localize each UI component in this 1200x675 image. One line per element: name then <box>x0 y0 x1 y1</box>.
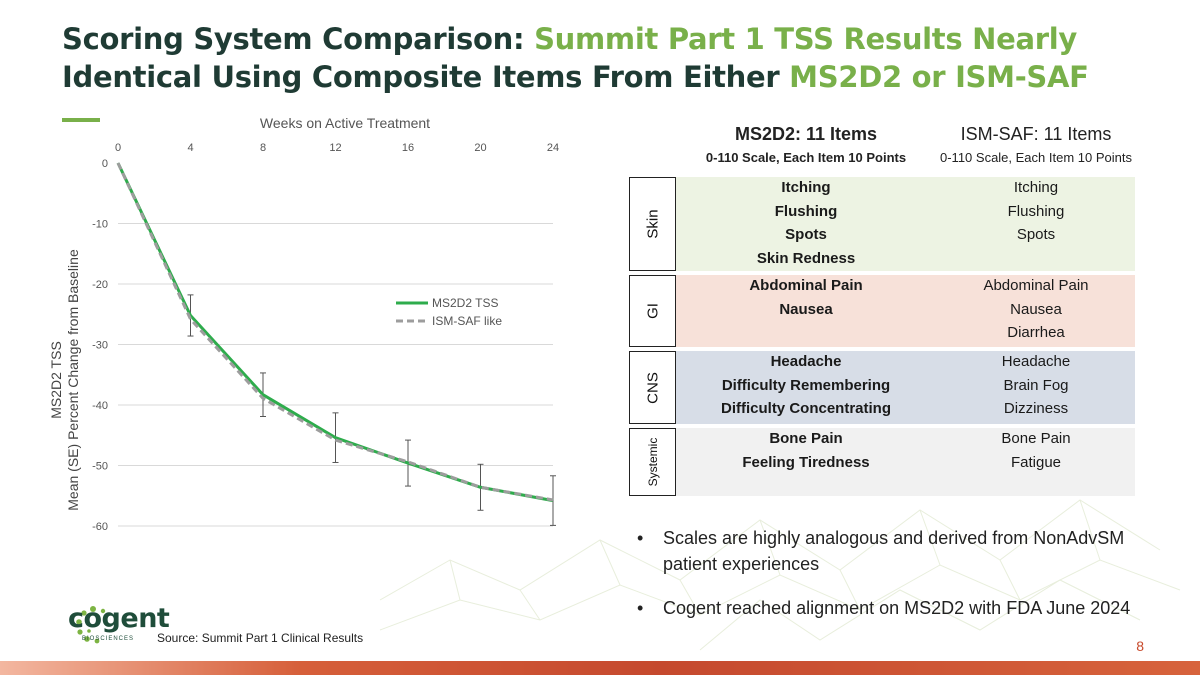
title-part-3: Identical Using Composite Items From Eit… <box>62 60 790 94</box>
ms2d2-item: Headache <box>770 353 842 370</box>
title-part-2: Summit Part 1 TSS Results Nearly <box>534 22 1077 56</box>
legend-label: MS2D2 TSS <box>432 296 498 310</box>
ismsaf-item: Spots <box>1016 226 1056 243</box>
legend-label: ISM-SAF like <box>432 314 502 328</box>
x-axis-ticks: 0 4 8 12 16 20 24 <box>115 142 559 154</box>
slide-title: Scoring System Comparison: Summit Part 1… <box>62 20 1162 96</box>
ismsaf-item: Dizziness <box>1003 400 1069 417</box>
ismsaf-header: ISM-SAF: 11 Items <box>960 124 1112 144</box>
chart-legend: MS2D2 TSS ISM-SAF like <box>396 296 502 328</box>
ms2d2-subheader: 0-110 Scale, Each Item 10 Points <box>705 150 907 165</box>
ms2d2-item: Skin Redness <box>756 249 856 267</box>
x-tick-label: 16 <box>402 142 414 154</box>
category-label-gi: GI <box>629 275 676 347</box>
y-tick-label: 0 <box>102 158 108 170</box>
ismsaf-item: Itching <box>1013 179 1059 196</box>
x-tick-label: 4 <box>187 142 193 154</box>
x-tick-label: 20 <box>474 142 486 154</box>
series-lines <box>116 162 554 503</box>
category-label-systemic: Systemic <box>629 428 676 496</box>
page-number: 8 <box>1136 638 1144 654</box>
x-tick-label: 8 <box>260 142 266 154</box>
ms2d2-item: Abdominal Pain <box>749 277 863 294</box>
ms2d2-item: Difficulty Remembering <box>721 376 891 394</box>
logo-wordmark: cogent <box>68 603 170 634</box>
ms2d2-item: Feeling Tiredness <box>742 453 870 471</box>
x-tick-label: 24 <box>547 142 559 154</box>
y-tick-label: -20 <box>92 279 108 291</box>
ismsaf-item: Headache <box>1001 353 1071 370</box>
y-tick-label: -40 <box>92 400 108 412</box>
ismsaf-item: Flushing <box>1007 202 1065 220</box>
chart-title: Weeks on Active Treatment <box>260 115 430 131</box>
group-band-gi <box>629 275 1135 347</box>
footer-bar <box>0 661 1200 675</box>
category-label-cns: CNS <box>629 351 676 424</box>
ismsaf-subheader: 0-110 Scale, Each Item 10 Points <box>940 150 1132 165</box>
ismsaf-item: Bone Pain <box>1001 430 1071 447</box>
ms2d2-item: Nausea <box>779 300 833 318</box>
ms2d2-item: Itching <box>781 179 831 196</box>
title-part-1: Scoring System Comparison: <box>62 22 535 56</box>
chart-grid <box>118 223 553 527</box>
source-note: Source: Summit Part 1 Clinical Results <box>157 631 364 645</box>
ismsaf-item: Abdominal Pain <box>983 277 1089 294</box>
group-band-skin <box>629 177 1135 271</box>
ismsaf-item: Fatigue <box>1010 453 1062 471</box>
title-part-4: MS2D2 or ISM-SAF <box>789 60 1089 94</box>
ismsaf-item: Nausea <box>1010 300 1062 318</box>
y-axis-label-line1: MS2D2 TSS <box>48 341 64 419</box>
title-underline <box>62 118 100 122</box>
y-tick-label: -10 <box>92 219 108 231</box>
y-axis-ticks: 0 -10 -20 -30 -40 -50 -60 <box>92 158 108 533</box>
x-tick-label: 0 <box>115 142 121 154</box>
ms2d2-header: MS2D2: 11 Items <box>734 124 878 144</box>
group-band-systemic <box>629 428 1135 496</box>
y-tick-label: -50 <box>92 461 108 473</box>
ms2d2-item: Difficulty Concentrating <box>720 400 891 417</box>
ms2d2-item: Flushing <box>774 202 838 220</box>
x-tick-label: 12 <box>329 142 341 154</box>
ismsaf-item: Diarrhea <box>1007 324 1065 341</box>
logo-subtitle: BIOSCIENCES <box>82 636 135 642</box>
y-tick-label: -60 <box>92 521 108 533</box>
ms2d2-item: Spots <box>785 226 827 243</box>
ismsaf-item: Brain Fog <box>1003 376 1069 394</box>
tss-line-chart: Weeks on Active Treatment MS2D2 TSS Mean… <box>48 115 559 533</box>
group-band-cns <box>629 351 1135 424</box>
ms2d2-item: Bone Pain <box>769 430 843 447</box>
cogent-logo-mark <box>76 606 106 644</box>
category-label-skin: Skin <box>629 177 676 271</box>
y-axis-label-line2: Mean (SE) Percent Change from Baseline <box>65 249 81 511</box>
y-tick-label: -30 <box>92 340 108 352</box>
